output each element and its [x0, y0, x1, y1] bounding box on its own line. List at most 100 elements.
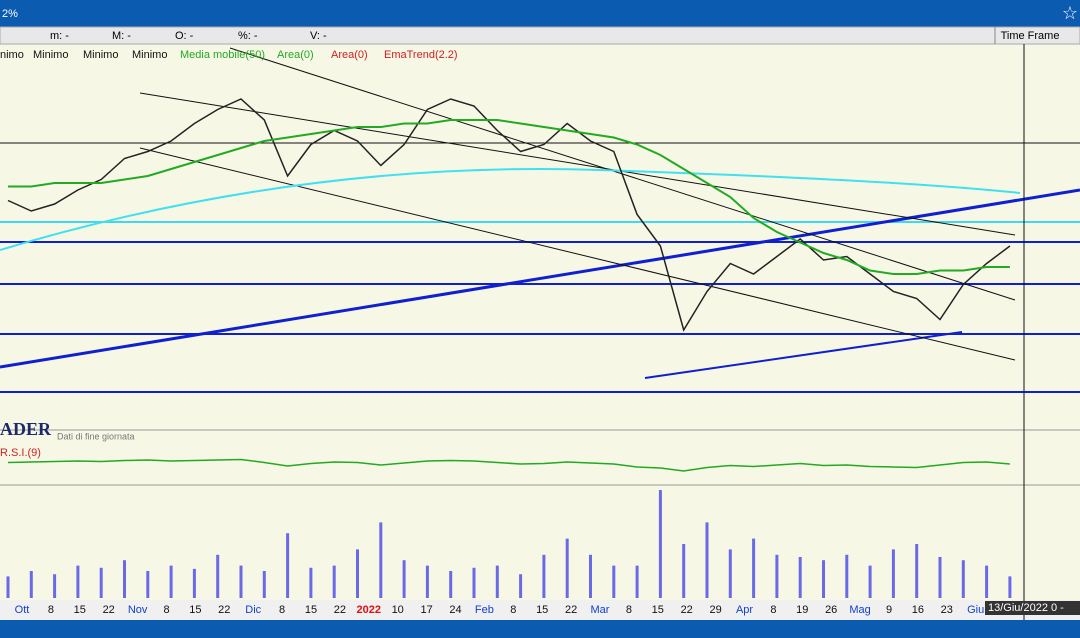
volume-bar: [915, 544, 919, 598]
legend-entry: Area(0): [277, 49, 314, 61]
x-tick-label: Ott: [15, 604, 30, 616]
volume-bar: [891, 549, 895, 598]
x-tick-label: 22: [334, 604, 346, 616]
x-tick-label: 8: [770, 604, 776, 616]
long-average: [0, 168, 1021, 251]
x-tick-label: 24: [449, 604, 461, 616]
volume-bar: [868, 565, 872, 598]
legend-entry: Minimo: [83, 49, 118, 61]
volume-bar: [519, 574, 523, 598]
volume-bar: [239, 565, 243, 598]
volume-bar: [565, 538, 569, 598]
volume-bar: [612, 565, 616, 598]
volume-bar: [775, 554, 779, 598]
volume-bar: [53, 574, 57, 598]
x-tick-label: 8: [510, 604, 516, 616]
channel-line: [139, 147, 1016, 361]
field: %: -: [238, 30, 258, 42]
field: O: -: [175, 30, 194, 42]
volume-bar: [123, 560, 126, 598]
status-bar: [0, 620, 1080, 638]
volume-bar: [99, 567, 103, 598]
x-tick-label: 2022: [357, 604, 381, 616]
legend-entry: nimo: [0, 49, 24, 61]
x-tick-label: Mag: [849, 604, 870, 616]
subtitle: Dati di fine giornata: [57, 431, 135, 441]
volume-bar: [402, 560, 406, 598]
legend-entry: EmaTrend(2.2): [384, 49, 458, 61]
volume-bar: [938, 556, 942, 598]
x-tick-label: 26: [825, 604, 837, 616]
volume-bar: [169, 565, 173, 598]
volume-bar: [449, 571, 453, 598]
field: V: -: [310, 30, 327, 42]
legend-entry: Media mobile(50): [180, 49, 265, 61]
volume-bar: [542, 554, 546, 598]
x-tick-label: 17: [420, 604, 432, 616]
x-tick-label: 22: [681, 604, 693, 616]
x-tick-label: 19: [796, 604, 808, 616]
cursor-date: 13/Giu/2022 0 -: [988, 602, 1064, 614]
x-tick-label: Mar: [591, 604, 610, 616]
volume-bar: [425, 565, 429, 598]
volume-bar: [216, 554, 220, 598]
legend-entry: Minimo: [132, 49, 167, 61]
x-tick-label: 8: [279, 604, 285, 616]
volume-bar: [798, 556, 802, 598]
x-tick-label: 8: [163, 604, 169, 616]
volume-bar: [845, 554, 849, 598]
volume-bar: [356, 549, 359, 598]
x-tick-label: 22: [103, 604, 115, 616]
volume-bar: [76, 565, 80, 598]
x-tick-label: 22: [565, 604, 577, 616]
favorite-star[interactable]: ☆: [1062, 3, 1078, 23]
x-tick-label: 16: [912, 604, 924, 616]
volume-bar: [495, 565, 499, 598]
x-tick-label: Dic: [245, 604, 261, 616]
volume-bar: [658, 490, 662, 598]
volume-bar: [472, 567, 476, 598]
legend-entry: Minimo: [33, 49, 68, 61]
volume-bar: [332, 565, 336, 598]
volume-bar: [262, 571, 266, 598]
x-tick-label: Nov: [128, 604, 148, 616]
legend-entry: Area(0): [331, 49, 368, 61]
cursor-date-box: [985, 601, 1080, 615]
x-tick-label: Apr: [736, 604, 753, 616]
toolbar: [0, 26, 1080, 45]
x-tick-label: 9: [886, 604, 892, 616]
volume-bar: [29, 571, 33, 598]
price-line: [8, 119, 1010, 275]
brand: ADER: [0, 419, 52, 439]
volume-bar: [146, 571, 150, 598]
volume-bar: [752, 538, 756, 598]
x-tick-label: 15: [189, 604, 201, 616]
title-bar: [0, 0, 1080, 27]
volume-bar: [379, 522, 383, 598]
volume-bar: [961, 560, 965, 598]
rsi-line: [7, 458, 1010, 472]
x-tick-label: 10: [392, 604, 404, 616]
x-tick-label: 22: [218, 604, 230, 616]
x-tick-label: 23: [941, 604, 953, 616]
volume-bar: [728, 549, 732, 598]
x-tick-label: 15: [305, 604, 317, 616]
volume-bar: [286, 533, 290, 598]
x-tick-label: 8: [48, 604, 54, 616]
x-tick-label: 8: [626, 604, 632, 616]
volume-bar: [635, 565, 639, 598]
volume-bar: [822, 560, 825, 598]
volume-bar: [682, 544, 686, 598]
x-tick-label: Giu: [967, 604, 984, 616]
channel-line: [139, 92, 1016, 236]
volume-bar: [309, 567, 313, 598]
field: m: -: [50, 30, 69, 42]
price-line: [7, 98, 1011, 332]
x-tick-label: 15: [74, 604, 86, 616]
rsi-label: R.S.I.(9): [0, 447, 41, 459]
x-tick-label: Feb: [475, 604, 494, 616]
time-frame[interactable]: Time Frame: [1001, 30, 1060, 42]
